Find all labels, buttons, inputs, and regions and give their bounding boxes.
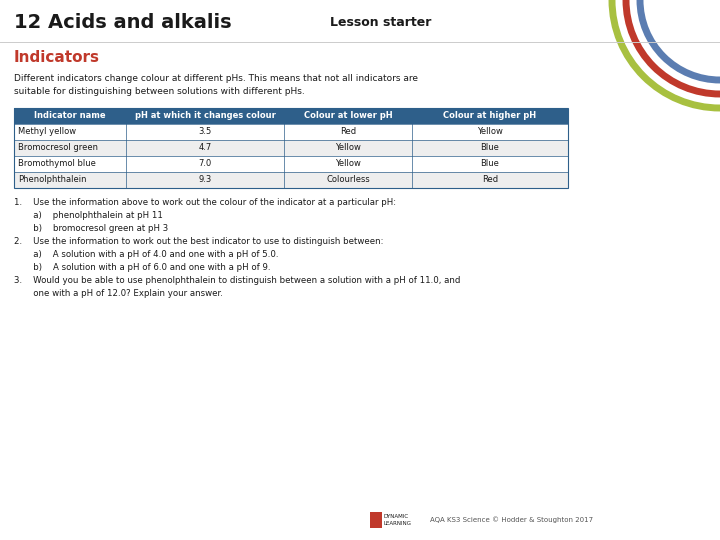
- Text: AQA KS3 Science © Hodder & Stoughton 2017: AQA KS3 Science © Hodder & Stoughton 201…: [430, 517, 593, 523]
- Text: Different indicators change colour at different pHs. This means that not all ind: Different indicators change colour at di…: [14, 74, 418, 96]
- Bar: [14, 172, 568, 188]
- Text: b)    A solution with a pH of 6.0 and one with a pH of 9.: b) A solution with a pH of 6.0 and one w…: [14, 263, 271, 272]
- Text: b)    bromocresol green at pH 3: b) bromocresol green at pH 3: [14, 224, 168, 233]
- Text: Indicator name: Indicator name: [34, 111, 106, 120]
- Text: 3.5: 3.5: [199, 127, 212, 137]
- Text: 1.    Use the information above to work out the colour of the indicator at a par: 1. Use the information above to work out…: [14, 198, 396, 207]
- Text: a)    A solution with a pH of 4.0 and one with a pH of 5.0.: a) A solution with a pH of 4.0 and one w…: [14, 250, 279, 259]
- Bar: [14, 124, 568, 140]
- Text: Yellow: Yellow: [335, 144, 361, 152]
- Bar: [14, 156, 568, 172]
- Bar: [14, 108, 568, 188]
- Text: Yellow: Yellow: [335, 159, 361, 168]
- Text: Colourless: Colourless: [326, 176, 370, 185]
- Text: 9.3: 9.3: [199, 176, 212, 185]
- Text: Methyl yellow: Methyl yellow: [18, 127, 76, 137]
- Text: Yellow: Yellow: [477, 127, 503, 137]
- Text: Phenolphthalein: Phenolphthalein: [18, 176, 86, 185]
- Text: a)    phenolphthalein at pH 11: a) phenolphthalein at pH 11: [14, 211, 163, 220]
- Bar: [14, 140, 568, 156]
- Bar: [14, 108, 568, 124]
- Text: Indicators: Indicators: [14, 50, 100, 64]
- Text: 4.7: 4.7: [199, 144, 212, 152]
- Text: Blue: Blue: [480, 144, 500, 152]
- Text: pH at which it changes colour: pH at which it changes colour: [135, 111, 276, 120]
- Text: Red: Red: [340, 127, 356, 137]
- Text: Red: Red: [482, 176, 498, 185]
- Text: Colour at higher pH: Colour at higher pH: [444, 111, 536, 120]
- Text: Colour at lower pH: Colour at lower pH: [304, 111, 392, 120]
- Bar: [370, 512, 382, 528]
- Text: DYNAMIC
LEARNING: DYNAMIC LEARNING: [383, 515, 411, 525]
- Text: Blue: Blue: [480, 159, 500, 168]
- Text: Bromocresol green: Bromocresol green: [18, 144, 98, 152]
- Text: 12 Acids and alkalis: 12 Acids and alkalis: [14, 12, 232, 31]
- Text: Lesson starter: Lesson starter: [330, 16, 431, 29]
- Text: 3.    Would you be able to use phenolphthalein to distinguish between a solution: 3. Would you be able to use phenolphthal…: [14, 276, 460, 285]
- Text: Bromothymol blue: Bromothymol blue: [18, 159, 96, 168]
- Text: 7.0: 7.0: [199, 159, 212, 168]
- Text: 2.    Use the information to work out the best indicator to use to distinguish b: 2. Use the information to work out the b…: [14, 237, 384, 246]
- Text: one with a pH of 12.0? Explain your answer.: one with a pH of 12.0? Explain your answ…: [14, 289, 223, 298]
